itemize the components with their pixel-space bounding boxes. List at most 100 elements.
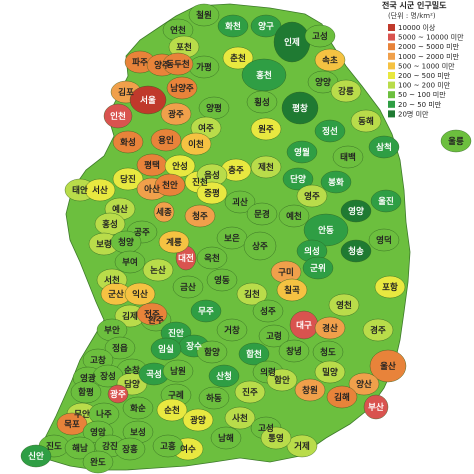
region-익산	[124, 282, 156, 306]
region-label: 옥천	[204, 253, 220, 264]
region-label: 대구	[296, 320, 312, 331]
region-label: 논산	[150, 265, 166, 276]
region-label: 김제	[122, 311, 138, 322]
region-사천	[224, 406, 256, 430]
region-경산	[314, 316, 346, 340]
region-경주	[362, 318, 394, 342]
region-label: 상주	[252, 241, 268, 252]
legend-unit: (단위 : 명/km²)	[388, 11, 436, 20]
region-label: 대전	[178, 253, 194, 264]
region-label: 정읍	[112, 343, 128, 354]
region-하동	[198, 386, 230, 410]
region-통영	[260, 426, 292, 450]
region-label: 화천	[225, 21, 241, 32]
region-label: 영암	[90, 427, 106, 438]
region-평창	[281, 91, 319, 125]
region-성주	[252, 299, 284, 323]
region-label: 하동	[206, 393, 222, 404]
region-괴산	[224, 190, 256, 214]
region-label: 함평	[78, 387, 94, 398]
region-label: 무안	[74, 409, 90, 420]
region-영동	[206, 268, 238, 292]
region-label: 나주	[96, 409, 112, 420]
region-label: 광양	[190, 415, 206, 426]
region-label: 부산	[368, 402, 384, 413]
region-label: 파주	[132, 57, 148, 68]
legend-label: 100 ~ 200 미만	[398, 81, 451, 90]
legend-swatch	[388, 91, 395, 99]
region-함안	[266, 368, 298, 392]
region-김해	[326, 385, 358, 409]
region-label: 순천	[164, 405, 180, 416]
region-화성	[112, 130, 144, 154]
legend-swatch	[388, 33, 395, 41]
region-태백	[332, 145, 364, 169]
region-label: 고령	[266, 331, 282, 342]
region-label: 전주	[144, 309, 160, 320]
region-label: 고성	[258, 423, 274, 434]
region-label: 인제	[284, 37, 300, 48]
region-창원	[294, 378, 326, 402]
region-label: 부안	[104, 325, 120, 336]
region-label: 영광	[80, 373, 96, 384]
region-label: 곡성	[146, 369, 162, 380]
region-label: 진주	[242, 387, 258, 398]
legend-label: 2000 ~ 5000 미만	[398, 42, 460, 51]
region-label: 태안	[72, 185, 88, 196]
region-울릉	[440, 129, 472, 153]
region-동두천	[162, 52, 194, 76]
region-논산	[142, 258, 174, 282]
region-삼척	[368, 135, 400, 159]
region-label: 고창	[90, 355, 106, 366]
region-label: 남양주	[170, 83, 194, 94]
legend-swatch	[388, 110, 395, 118]
region-label: 홍성	[102, 219, 118, 230]
region-label: 공주	[134, 228, 150, 238]
region-label: 아산	[144, 184, 160, 195]
region-부산	[363, 394, 389, 420]
region-label: 김포	[118, 87, 134, 98]
region-거창	[216, 318, 248, 342]
region-label: 임실	[158, 344, 174, 355]
region-임실	[150, 337, 182, 361]
region-label: 영덕	[376, 235, 392, 246]
region-label: 통영	[268, 433, 284, 444]
legend-swatch	[388, 81, 395, 89]
region-광주광역	[107, 384, 129, 404]
legend-swatch	[388, 24, 395, 31]
region-산청	[208, 364, 240, 388]
region-label: 장성	[100, 371, 116, 382]
region-순천	[156, 398, 188, 422]
region-진주	[234, 380, 266, 404]
region-label: 서울	[140, 95, 156, 106]
region-화천	[217, 14, 249, 38]
region-label: 칠곡	[284, 285, 300, 296]
region-울진	[370, 189, 402, 213]
region-label: 예천	[286, 211, 302, 222]
legend-label: 20명 미만	[398, 109, 429, 118]
region-label: 진안	[168, 328, 184, 339]
region-장흥	[114, 437, 146, 461]
region-label: 춘천	[230, 53, 246, 64]
region-옥천	[196, 246, 228, 270]
region-label: 울산	[380, 361, 396, 372]
region-label: 증평	[204, 188, 220, 199]
legend-swatch	[388, 100, 395, 108]
region-label: 문경	[254, 209, 270, 220]
region-label: 목포	[64, 420, 80, 430]
region-label: 보은	[224, 234, 240, 244]
region-label: 구미	[278, 267, 294, 278]
region-천안	[154, 173, 186, 197]
region-label: 고흥	[160, 441, 176, 452]
region-label: 속초	[322, 55, 338, 66]
region-증평	[196, 181, 228, 205]
region-해남	[64, 436, 96, 460]
region-창녕	[278, 339, 310, 363]
region-영주	[296, 184, 328, 208]
region-label: 광주	[110, 389, 126, 400]
region-label: 봉화	[328, 177, 344, 188]
region-label: 청송	[348, 246, 364, 257]
